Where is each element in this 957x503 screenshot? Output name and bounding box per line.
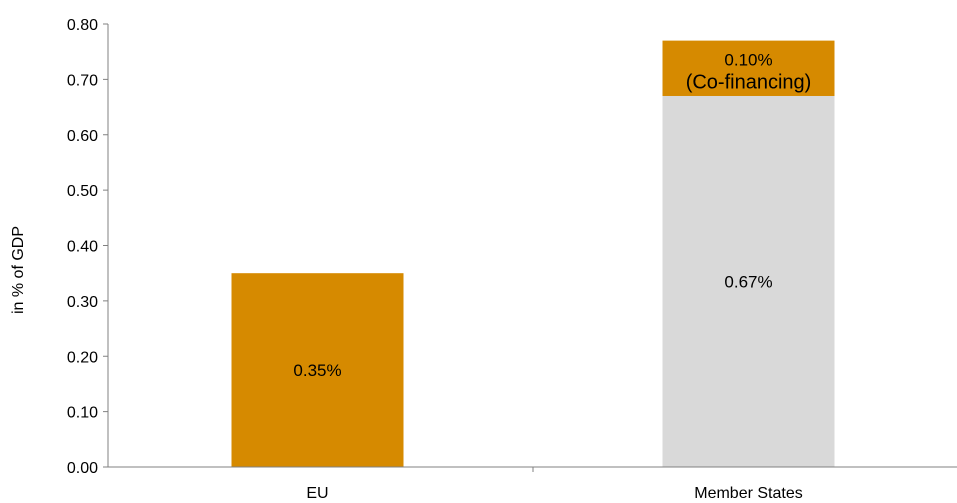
y-tick-label: 0.20 (67, 349, 98, 366)
y-tick-label: 0.60 (67, 128, 98, 145)
y-tick-label: 0.30 (67, 294, 98, 311)
y-axis-title: in % of GDP (10, 226, 27, 314)
bars (231, 40, 835, 468)
data-sublabel: (Co-financing) (686, 72, 812, 94)
data-labels: 0.35% 0.67% 0.10% (Co-financing) (293, 51, 811, 380)
y-tick-label: 0.70 (67, 72, 98, 89)
bar-member-states-segment-1 (662, 40, 835, 96)
bar-eu-segment-0 (231, 273, 404, 467)
y-tick-label: 0.50 (67, 183, 98, 200)
data-label: 0.35% (293, 361, 341, 380)
bar-member-states-segment-0 (662, 95, 835, 468)
x-category-label: Member States (694, 485, 802, 502)
x-category-label: EU (306, 485, 328, 502)
y-tick-label: 0.10 (67, 405, 98, 422)
y-tick-label: 0.00 (67, 460, 98, 477)
x-axis-categories: EU Member States (306, 467, 803, 502)
y-tick-label: 0.40 (67, 239, 98, 256)
y-tick-label: 0.80 (67, 17, 98, 34)
y-axis-ticks: 0.00 0.10 0.20 0.30 0.40 0.50 0.60 0.70 0.80 (67, 17, 108, 477)
data-label: 0.10% (724, 51, 772, 70)
data-label: 0.67% (724, 272, 772, 291)
